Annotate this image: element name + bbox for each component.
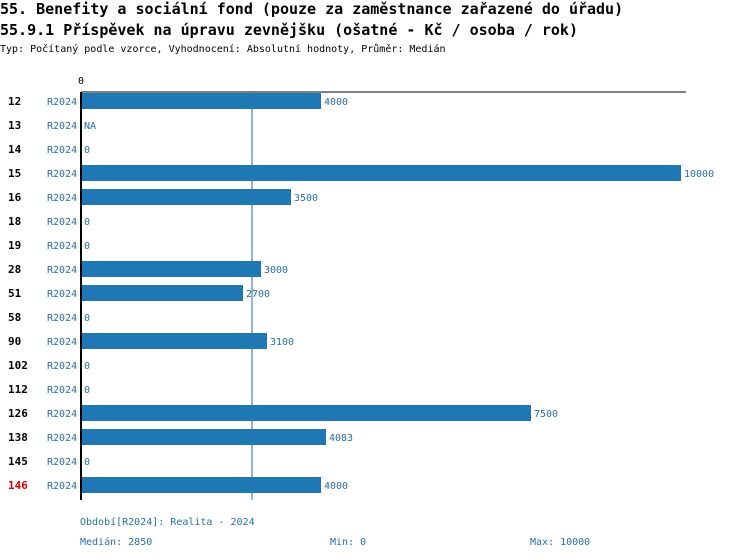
row-id-label: 13 — [8, 119, 21, 132]
row-id-label: 19 — [8, 239, 21, 252]
footer-min: Min: 0 — [330, 537, 367, 548]
row-series-label: R2024 — [47, 121, 77, 132]
bar-value-label: 0 — [84, 217, 90, 228]
bar-value-label: 0 — [84, 313, 90, 324]
bar — [81, 165, 681, 181]
bar-value-label: 4000 — [324, 97, 348, 108]
row-id-label: 16 — [8, 191, 22, 204]
footer-max: Max: 10000 — [530, 537, 591, 548]
row-id-label: 18 — [8, 215, 21, 228]
bar — [81, 285, 243, 301]
row-id-label: 58 — [8, 311, 21, 324]
row-series-label: R2024 — [47, 217, 77, 228]
row-series-label: R2024 — [47, 337, 77, 348]
row-id-label: 126 — [8, 407, 28, 420]
bar-value-label: 0 — [84, 145, 90, 156]
row-id-label: 102 — [8, 359, 28, 372]
row-id-label: 51 — [8, 287, 22, 300]
row-id-label: 15 — [8, 167, 21, 180]
chart-type-line: Typ: Počítaný podle vzorce, Vyhodnocení:… — [0, 44, 446, 55]
row-series-label: R2024 — [47, 97, 77, 108]
bar-value-label: 4083 — [329, 433, 353, 444]
row-id-label: 90 — [8, 335, 21, 348]
bar-value-label: 10000 — [684, 169, 714, 180]
bar-value-label: 0 — [84, 241, 90, 252]
row-series-label: R2024 — [47, 169, 77, 180]
row-id-label: 112 — [8, 383, 28, 396]
row-series-label: R2024 — [47, 193, 77, 204]
row-id-label: 12 — [8, 95, 21, 108]
bar — [81, 261, 261, 277]
row-series-label: R2024 — [47, 481, 77, 492]
x-tick-label: 0 — [78, 76, 84, 87]
bar-value-label: 3100 — [270, 337, 294, 348]
row-series-label: R2024 — [47, 457, 77, 468]
bar — [81, 93, 321, 109]
row-series-label: R2024 — [47, 433, 77, 444]
bar-value-label: 0 — [84, 457, 90, 468]
row-series-label: R2024 — [47, 289, 77, 300]
chart-subtitle: 55.9.1 Příspěvek na úpravu zevnějšku (oš… — [0, 21, 578, 39]
row-id-label: 146 — [8, 479, 28, 492]
row-series-label: R2024 — [47, 409, 77, 420]
bar-value-label: 3500 — [294, 193, 318, 204]
bar — [81, 429, 326, 445]
bar-value-label: 7500 — [534, 409, 558, 420]
bar-value-label: 3000 — [264, 265, 288, 276]
bar-value-label: 2700 — [246, 289, 270, 300]
row-series-label: R2024 — [47, 241, 77, 252]
footer-median: Medián: 2850 — [80, 537, 153, 548]
row-id-label: 28 — [8, 263, 21, 276]
row-id-label: 145 — [8, 455, 28, 468]
row-series-label: R2024 — [47, 145, 77, 156]
chart-title: 55. Benefity a sociální fond (pouze za z… — [0, 0, 624, 18]
footer-period: Období[R2024]: Realita - 2024 — [80, 517, 255, 528]
bar — [81, 477, 321, 493]
row-series-label: R2024 — [47, 265, 77, 276]
bar-value-label: 4000 — [324, 481, 348, 492]
row-id-label: 138 — [8, 431, 28, 444]
bar — [81, 189, 291, 205]
bar-value-label: 0 — [84, 385, 90, 396]
row-series-label: R2024 — [47, 361, 77, 372]
bar — [81, 405, 531, 421]
row-series-label: R2024 — [47, 313, 77, 324]
row-id-label: 14 — [8, 143, 22, 156]
row-series-label: R2024 — [47, 385, 77, 396]
bar — [81, 333, 267, 349]
bar-value-label: 0 — [84, 361, 90, 372]
bar-value-label: NA — [84, 121, 96, 132]
